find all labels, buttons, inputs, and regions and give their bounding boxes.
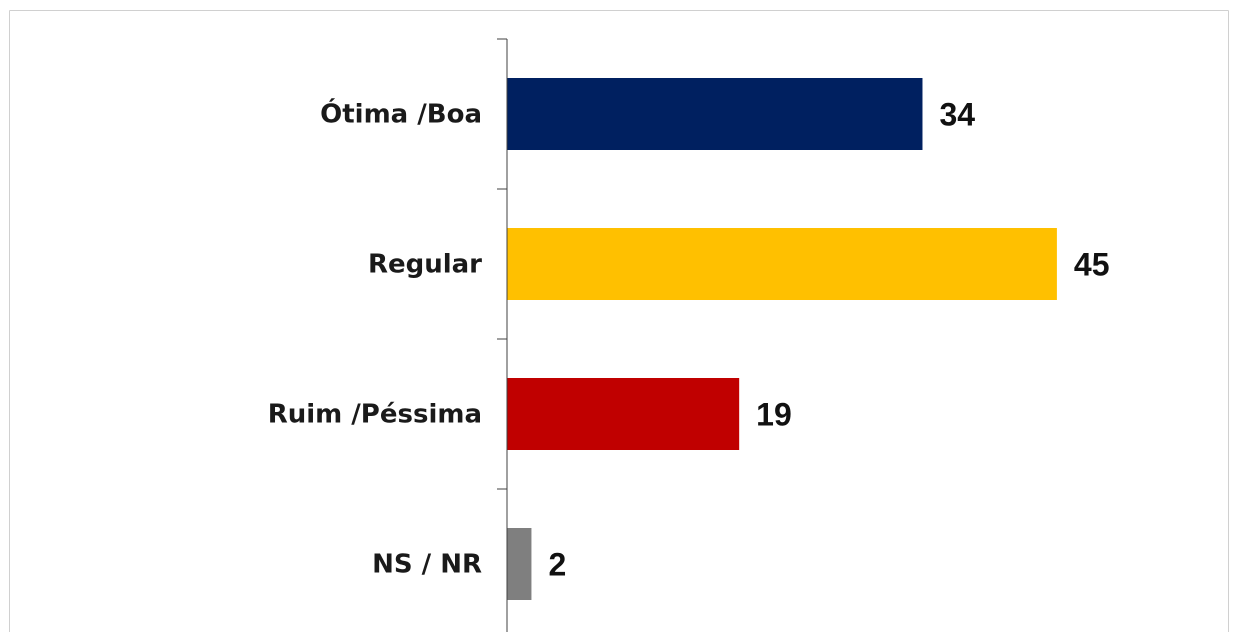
bar [507, 528, 532, 600]
bar [507, 378, 740, 450]
category-label: Ruim /Péssima [268, 400, 482, 430]
value-label: 2 [548, 546, 566, 582]
bar [507, 228, 1057, 300]
bar [507, 78, 923, 150]
category-label: Ótima /Boa [320, 98, 482, 130]
category-label: Regular [368, 250, 482, 280]
category-label: NS / NR [372, 550, 482, 580]
value-label: 34 [939, 96, 975, 132]
value-label: 19 [756, 396, 792, 432]
value-label: 45 [1074, 246, 1110, 282]
